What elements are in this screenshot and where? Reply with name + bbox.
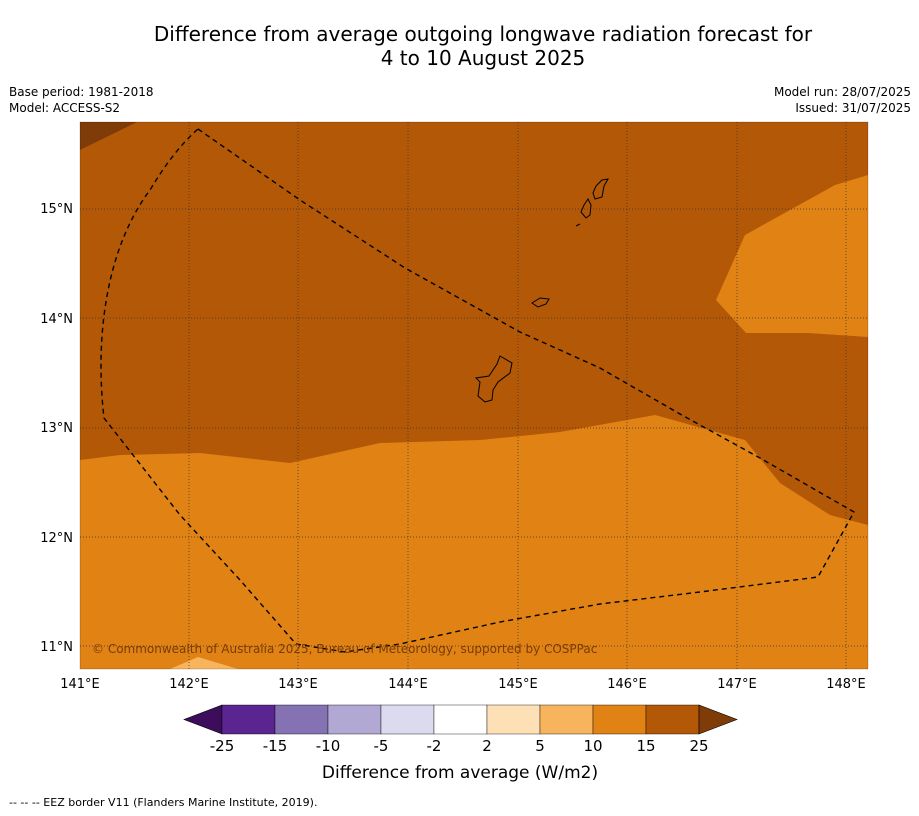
lat-tick-labels: 15°N 14°N 13°N 12°N 11°N	[40, 202, 73, 655]
lon-tick-label: 145°E	[498, 677, 538, 692]
colorbar-tick-label: -25	[210, 737, 235, 755]
colorbar-segment	[433, 704, 488, 735]
issued-date: Issued: 31/07/2025	[795, 101, 911, 115]
colorbar-segment	[327, 704, 382, 735]
meta-left: Base period: 1981-2018 Model: ACCESS-S2	[9, 84, 154, 116]
copyright-notice: © Commonwealth of Australia 2025, Bureau…	[92, 642, 597, 656]
colorbar-tick-label: -10	[316, 737, 341, 755]
lon-tick-label: 142°E	[169, 677, 209, 692]
colorbar-tick-label: -15	[263, 737, 288, 755]
anomaly-band-5-10	[170, 657, 238, 669]
colorbar-tick-label: 10	[583, 737, 602, 755]
colorbar-segment	[539, 704, 594, 735]
colorbar-segment	[274, 704, 329, 735]
gridlines	[80, 122, 868, 669]
meta-right: Model run: 28/07/2025 Issued: 31/07/2025	[774, 84, 911, 116]
colorbar-tick-labels: -25 -15 -10 -5 -2 2 5 10 15 25	[210, 737, 709, 755]
colorbar-segment	[486, 704, 541, 735]
lon-tick-label: 147°E	[717, 677, 757, 692]
lon-tick-label: 144°E	[388, 677, 428, 692]
lat-tick-label: 15°N	[40, 202, 73, 217]
lon-tick-label: 143°E	[278, 677, 318, 692]
map-plot-area: © Commonwealth of Australia 2025, Bureau…	[80, 122, 868, 669]
colorbar-segment	[221, 704, 276, 735]
title-line-2: 4 to 10 August 2025	[380, 46, 586, 70]
map-figure: © Commonwealth of Australia 2025, Bureau…	[40, 121, 869, 783]
anomaly-band-10-15-south	[80, 415, 868, 669]
model-run: Model run: 28/07/2025	[773, 85, 911, 99]
colorbar-tick-label: 5	[535, 737, 545, 755]
base-period: Base period: 1981-2018	[9, 85, 154, 99]
colorbar-extension-high	[698, 704, 738, 735]
colorbar-tick-label: 25	[689, 737, 708, 755]
colorbar-tick-label: -5	[374, 737, 389, 755]
anomaly-band-10-15-northeast	[716, 175, 868, 337]
lon-tick-label: 146°E	[607, 677, 647, 692]
island-guam	[474, 355, 513, 403]
colorbar-tick-label: 15	[636, 737, 655, 755]
lon-tick-label: 148°E	[826, 677, 866, 692]
lat-tick-label: 12°N	[40, 531, 73, 546]
island-saipan	[592, 178, 609, 200]
colorbar-title: Difference from average (W/m2)	[322, 763, 598, 783]
lat-tick-label: 14°N	[40, 312, 73, 327]
lon-tick-labels: 141°E 142°E 143°E 144°E 145°E 146°E 147°…	[60, 677, 866, 692]
island-aguijan	[575, 223, 581, 227]
island-rota	[531, 297, 550, 308]
lon-tick-label: 141°E	[60, 677, 100, 692]
map-frame	[79, 121, 869, 670]
islands	[474, 178, 609, 403]
eez-border	[100, 128, 855, 653]
chart-title: Difference from average outgoing longwav…	[80, 22, 886, 70]
colorbar-segment	[380, 704, 435, 735]
colorbar-tick-label: 2	[482, 737, 492, 755]
title-line-1: Difference from average outgoing longwav…	[153, 22, 813, 46]
model-name: Model: ACCESS-S2	[9, 101, 121, 115]
colorbar-tick-label: -2	[427, 737, 442, 755]
eez-footnote: -- -- -- EEZ border V11 (Flanders Marine…	[9, 796, 318, 809]
island-tinian	[580, 198, 592, 219]
colorbar-segment	[592, 704, 647, 735]
lat-tick-label: 13°N	[40, 421, 73, 436]
colorbar-extension-low	[183, 704, 223, 735]
lat-tick-label: 11°N	[40, 640, 73, 655]
anomaly-band-above-25	[80, 122, 137, 150]
colorbar	[183, 704, 738, 735]
colorbar-segment	[645, 704, 700, 735]
